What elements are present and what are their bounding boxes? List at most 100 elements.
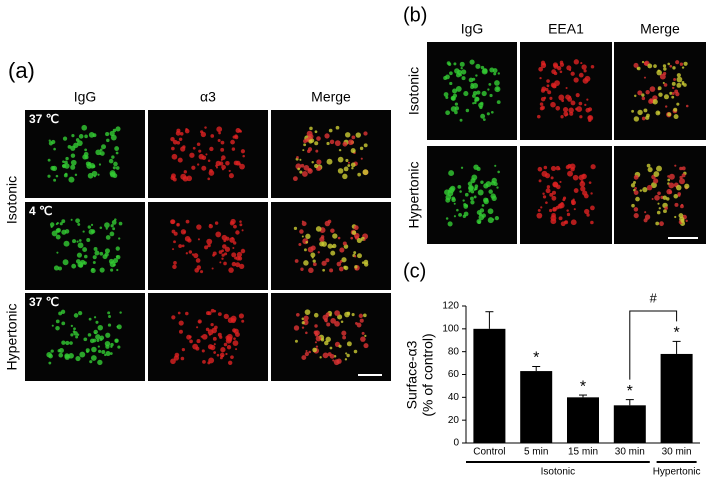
cell-signal bbox=[108, 258, 114, 264]
cell-signal bbox=[680, 218, 685, 223]
cell-signal bbox=[672, 66, 676, 70]
cell-signal bbox=[112, 263, 116, 267]
cell-signal bbox=[188, 335, 192, 339]
cell-signal bbox=[172, 264, 177, 270]
cell-signal bbox=[189, 152, 195, 158]
row-label: Isotonic bbox=[4, 176, 20, 224]
cell-signal bbox=[195, 258, 201, 263]
cell-signal bbox=[551, 190, 557, 195]
cell-signal bbox=[64, 229, 70, 234]
cell-signal bbox=[448, 170, 455, 177]
cell-signal bbox=[204, 245, 209, 250]
cell-signal bbox=[110, 134, 117, 141]
cell-signal bbox=[47, 174, 51, 178]
cell-signal bbox=[220, 140, 225, 145]
cell-signal bbox=[95, 334, 101, 340]
cell-signal bbox=[210, 344, 216, 351]
y-tick-label: 120 bbox=[442, 301, 459, 312]
cell-signal bbox=[196, 163, 200, 166]
cell-signal bbox=[110, 268, 114, 272]
cell-signal bbox=[211, 327, 218, 334]
cell-signal bbox=[582, 190, 588, 196]
cell-signal bbox=[171, 315, 176, 320]
cell-signal bbox=[656, 69, 662, 76]
cell-signal bbox=[232, 340, 239, 346]
cell-signal bbox=[75, 335, 79, 339]
cell-signal bbox=[113, 161, 118, 167]
cell-signal bbox=[82, 247, 88, 253]
cell-signal bbox=[314, 130, 318, 134]
cell-signal bbox=[92, 255, 97, 260]
cell-signal bbox=[303, 260, 309, 266]
cell-signal bbox=[180, 146, 186, 152]
column-header: Merge bbox=[640, 21, 680, 37]
cell-signal bbox=[570, 100, 576, 106]
cell-signal bbox=[586, 213, 590, 217]
cell-signal bbox=[590, 192, 593, 195]
cell-signal bbox=[239, 220, 242, 223]
cell-signal bbox=[657, 86, 662, 91]
cell-signal bbox=[196, 265, 202, 270]
cell-signal bbox=[477, 220, 482, 224]
cell-signal bbox=[631, 203, 635, 208]
cell-signal bbox=[469, 59, 475, 65]
cell-signal bbox=[588, 115, 592, 120]
cell-signal bbox=[542, 192, 545, 195]
cell-signal bbox=[550, 165, 557, 172]
cell-signal bbox=[342, 335, 347, 340]
cell-signal bbox=[490, 180, 496, 186]
cell-signal bbox=[551, 195, 557, 201]
cell-signal bbox=[488, 82, 492, 86]
cell-signal bbox=[447, 221, 453, 227]
cell-signal bbox=[64, 172, 68, 176]
cell-signal bbox=[364, 334, 367, 338]
cell-signal bbox=[108, 315, 112, 318]
cell-signal bbox=[480, 180, 484, 184]
cell-signal bbox=[300, 267, 304, 271]
cell-signal bbox=[685, 104, 689, 108]
comparison-bracket bbox=[629, 310, 678, 380]
cell-signal bbox=[487, 208, 494, 215]
cell-signal bbox=[90, 355, 97, 361]
cell-signal bbox=[353, 225, 359, 231]
cell-signal bbox=[79, 351, 86, 358]
cell-signal bbox=[208, 333, 211, 336]
cell-signal bbox=[324, 133, 330, 139]
cell-signal bbox=[464, 192, 469, 197]
cell-signal bbox=[677, 192, 682, 196]
cell-signal bbox=[644, 211, 647, 214]
cell-signal bbox=[326, 158, 333, 165]
cell-signal bbox=[239, 163, 245, 170]
cell-signal bbox=[643, 218, 648, 223]
cell-signal bbox=[71, 134, 75, 138]
x-tick-label: 5 min bbox=[524, 447, 548, 458]
cell-signal bbox=[678, 213, 684, 218]
bar bbox=[660, 353, 693, 443]
cell-signal bbox=[111, 220, 117, 225]
cell-signal bbox=[343, 265, 349, 271]
cell-signal bbox=[225, 337, 232, 344]
cell-signal bbox=[181, 347, 186, 352]
cell-signal bbox=[84, 148, 88, 152]
cell-signal bbox=[51, 324, 54, 327]
cell-signal bbox=[459, 190, 462, 193]
cell-signal bbox=[669, 64, 673, 68]
cell-signal bbox=[478, 102, 484, 108]
cell-signal bbox=[637, 90, 643, 96]
cell-signal bbox=[70, 159, 77, 166]
cell-signal bbox=[355, 132, 361, 138]
cell-signal bbox=[207, 159, 211, 163]
micrograph bbox=[271, 110, 391, 198]
cell-signal bbox=[98, 163, 102, 166]
cell-signal bbox=[80, 259, 86, 265]
cell-signal bbox=[109, 352, 113, 355]
cell-signal bbox=[226, 345, 232, 350]
cell-signal bbox=[587, 107, 593, 112]
cell-signal bbox=[111, 155, 115, 159]
cell-signal bbox=[48, 361, 52, 365]
cell-signal bbox=[656, 165, 662, 172]
cell-signal bbox=[119, 311, 122, 314]
cell-signal bbox=[309, 126, 313, 131]
cell-signal bbox=[319, 236, 325, 243]
